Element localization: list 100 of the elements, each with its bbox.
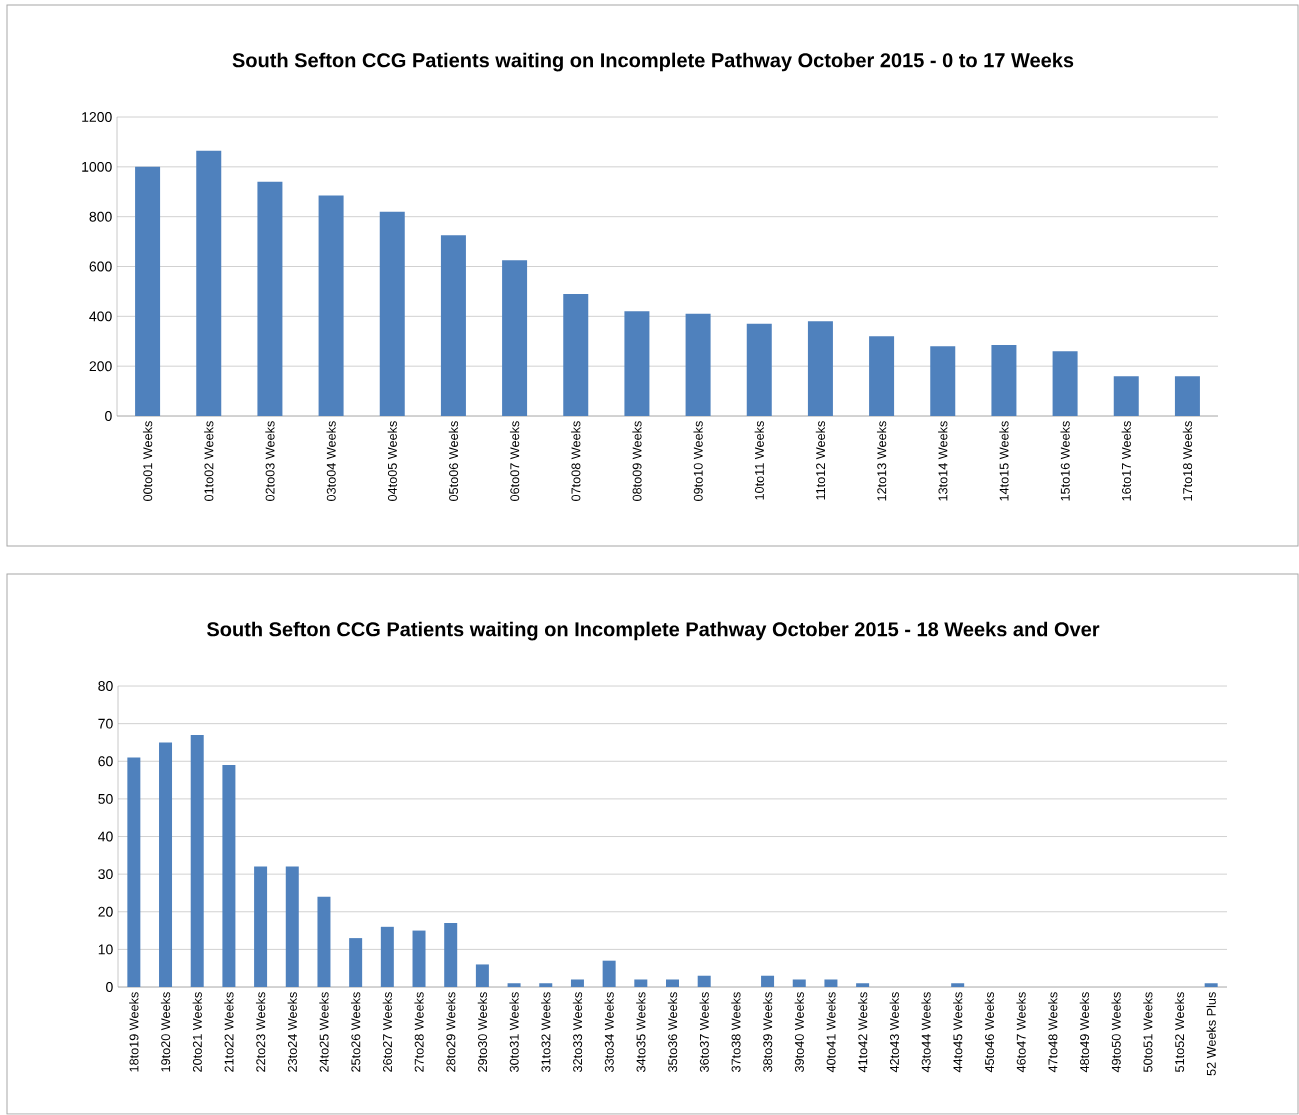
x-tick-label: 17to18 Weeks <box>1182 421 1193 501</box>
bar <box>634 979 648 988</box>
x-tick-label: 02to03 Weeks <box>265 421 275 501</box>
bar <box>127 757 141 988</box>
x-tick-label: 31to32 Weeks <box>541 992 551 1072</box>
x-tick-label: 09to10 Weeks <box>693 421 703 501</box>
y-tick-label: 1200 <box>82 112 112 122</box>
x-tick-label: 05to06 Weeks <box>448 421 459 501</box>
bar <box>746 323 772 417</box>
bar <box>196 150 222 417</box>
x-tick-label: 03to04 Weeks <box>326 421 336 501</box>
bar <box>856 983 870 988</box>
x-tick-label: 19to20 Weeks <box>160 992 171 1072</box>
bar <box>792 979 806 988</box>
bar <box>1052 351 1078 417</box>
x-tick-label: 35to36 Weeks <box>667 992 678 1072</box>
bar <box>951 983 965 988</box>
y-tick-label: 50 <box>98 793 113 804</box>
bar <box>602 960 616 988</box>
x-tick-label: 38to39 Weeks <box>762 992 773 1072</box>
bar <box>318 195 344 417</box>
x-tick-label: 22to23 Weeks <box>255 992 266 1072</box>
y-tick-label: 800 <box>89 211 112 222</box>
x-tick-label: 23to24 Weeks <box>287 992 297 1072</box>
bar <box>1204 983 1218 988</box>
bar <box>222 765 236 988</box>
y-tick-label: 80 <box>98 681 113 691</box>
bar <box>666 979 680 988</box>
x-tick-label: 32to33 Weeks <box>572 992 583 1072</box>
bar <box>190 734 204 988</box>
x-tick-label: 21to22 Weeks <box>224 992 234 1072</box>
x-tick-label: 06to07 Weeks <box>509 421 520 501</box>
x-tick-label: 41to42 Weeks <box>857 992 868 1073</box>
y-tick-label: 20 <box>98 906 113 917</box>
y-tick-label: 40 <box>98 831 113 842</box>
x-tick-label: 16to17 Weeks <box>1121 421 1131 501</box>
x-tick-label: 08to09 Weeks <box>632 421 642 501</box>
x-tick-label: 33to34 Weeks <box>604 992 614 1072</box>
y-tick-label: 200 <box>89 361 112 372</box>
bar <box>285 866 299 988</box>
x-tick-label: 18to19 Weeks <box>129 992 139 1072</box>
chart-title: South Sefton CCG Patients waiting on Incomplete Pathway October 2015 - 0 to 17 Weeks <box>232 52 1074 72</box>
x-tick-label: 30to31 Weeks <box>509 992 519 1072</box>
x-tick-label: 48to49 Weeks <box>1079 992 1090 1073</box>
y-tick-label: 10 <box>98 944 113 955</box>
bar <box>539 983 553 988</box>
bar <box>440 235 466 417</box>
bar <box>502 260 528 417</box>
bar <box>807 321 833 417</box>
y-tick-label: 1000 <box>82 161 112 172</box>
bar <box>349 938 363 988</box>
x-tick-label: 36to37 Weeks <box>699 992 709 1072</box>
x-tick-label: 20to21 Weeks <box>192 992 202 1072</box>
x-tick-label: 43to44 Weeks <box>921 992 931 1073</box>
y-tick-label: 400 <box>89 311 112 322</box>
x-tick-label: 28to29 Weeks <box>446 992 456 1072</box>
bar <box>159 742 173 988</box>
bar <box>624 311 650 417</box>
x-tick-label: 01to02 Weeks <box>204 421 214 501</box>
x-tick-label: 07to08 Weeks <box>571 421 581 501</box>
x-tick-label: 29to30 Weeks <box>477 992 488 1072</box>
bar <box>869 336 895 417</box>
bar <box>824 979 838 988</box>
x-tick-label: 11to12 Weeks <box>815 421 826 500</box>
x-tick-label: 14to15 Weeks <box>999 421 1009 501</box>
y-tick-label: 70 <box>98 718 113 729</box>
x-tick-label: 00to01 Weeks <box>142 421 153 501</box>
x-tick-label: 13to14 Weeks <box>938 421 948 501</box>
x-tick-label: 42to43 Weeks <box>889 992 899 1073</box>
x-tick-label: 27to28 Weeks <box>414 992 424 1072</box>
y-tick-label: 0 <box>105 411 112 421</box>
x-tick-label: 34to35 Weeks <box>636 992 646 1072</box>
x-tick-label: 47to48 Weeks <box>1048 992 1058 1073</box>
x-tick-label: 26to27 Weeks <box>382 992 392 1072</box>
x-tick-label: 52 Weeks Plus <box>1206 992 1216 1076</box>
bar <box>1174 376 1200 417</box>
bar <box>380 926 394 988</box>
bar <box>1113 376 1139 417</box>
bar <box>257 181 283 417</box>
x-tick-label: 49to50 Weeks <box>1111 992 1121 1073</box>
bar <box>444 923 458 988</box>
bar <box>685 313 711 417</box>
bar <box>563 293 589 417</box>
x-tick-label: 44to45 Weeks <box>953 992 963 1073</box>
bar <box>135 166 161 417</box>
x-tick-label: 37to38 Weeks <box>731 992 741 1072</box>
y-tick-label: 0 <box>106 982 113 992</box>
x-tick-label: 46to47 Weeks <box>1016 992 1026 1073</box>
bar <box>254 866 268 988</box>
bar <box>475 964 489 988</box>
x-tick-label: 51to52 Weeks <box>1174 992 1185 1072</box>
x-tick-label: 04to05 Weeks <box>387 421 397 501</box>
bar <box>761 975 775 988</box>
bar <box>930 346 956 417</box>
x-tick-label: 10to11 Weeks <box>754 421 764 500</box>
y-tick-label: 600 <box>89 261 112 272</box>
bar <box>317 896 331 988</box>
y-tick-label: 30 <box>98 869 113 880</box>
x-tick-label: 39to40 Weeks <box>794 992 804 1072</box>
bar <box>570 979 584 988</box>
